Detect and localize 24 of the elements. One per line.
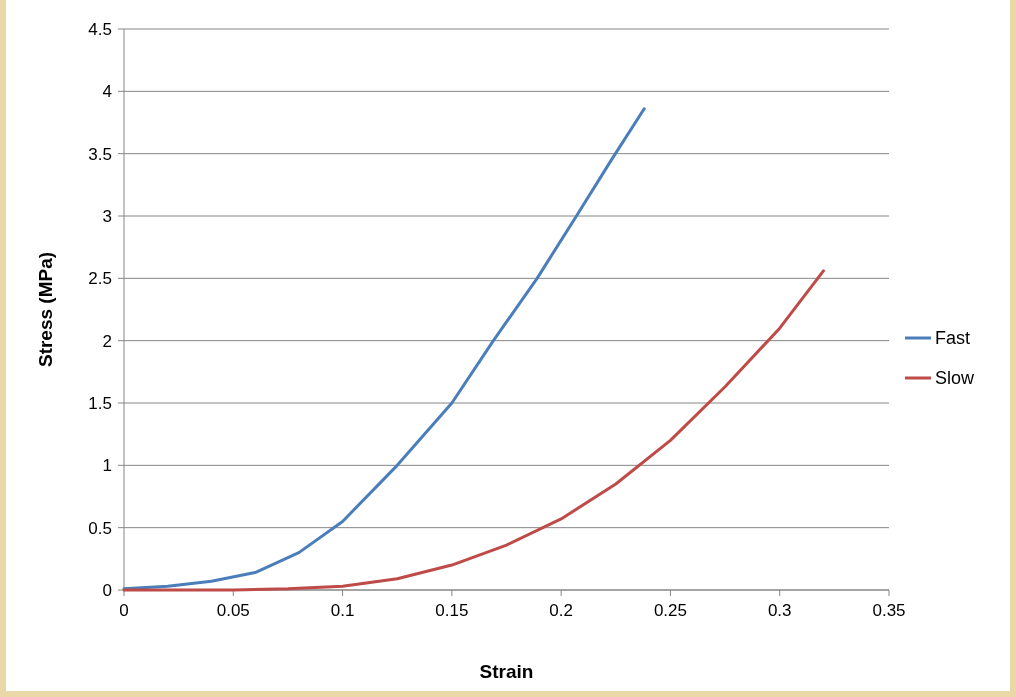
x-axis-title: Strain xyxy=(479,661,534,682)
y-tick-label: 1 xyxy=(102,456,112,476)
x-tick-label: 0.15 xyxy=(435,601,469,620)
legend-label: Slow xyxy=(935,368,976,389)
y-tick-label: 3 xyxy=(102,206,112,226)
x-tick-label: 0.25 xyxy=(653,601,687,620)
x-tick-label: 0.05 xyxy=(216,601,250,620)
y-tick-label: 3.5 xyxy=(88,144,112,164)
y-tick-label: 4 xyxy=(102,82,112,102)
x-tick-label: 0.1 xyxy=(330,601,355,620)
y-tick-label: 4.5 xyxy=(88,19,112,39)
y-tick-label: 2 xyxy=(102,331,112,351)
legend-label: Fast xyxy=(935,328,971,349)
x-tick-label: 0.35 xyxy=(872,601,906,620)
y-tick-label: 1.5 xyxy=(88,393,112,413)
y-tick-label: 0.5 xyxy=(88,518,112,538)
x-tick-label: 0 xyxy=(119,601,129,620)
y-axis-title: Stress (MPa) xyxy=(35,251,56,368)
x-tick-label: 0.2 xyxy=(549,601,573,620)
y-tick-label: 0 xyxy=(102,580,112,600)
x-tick-label: 0.3 xyxy=(767,601,792,620)
line-series xyxy=(122,107,646,591)
y-tick-label: 2.5 xyxy=(88,269,112,289)
line-series xyxy=(122,269,825,592)
